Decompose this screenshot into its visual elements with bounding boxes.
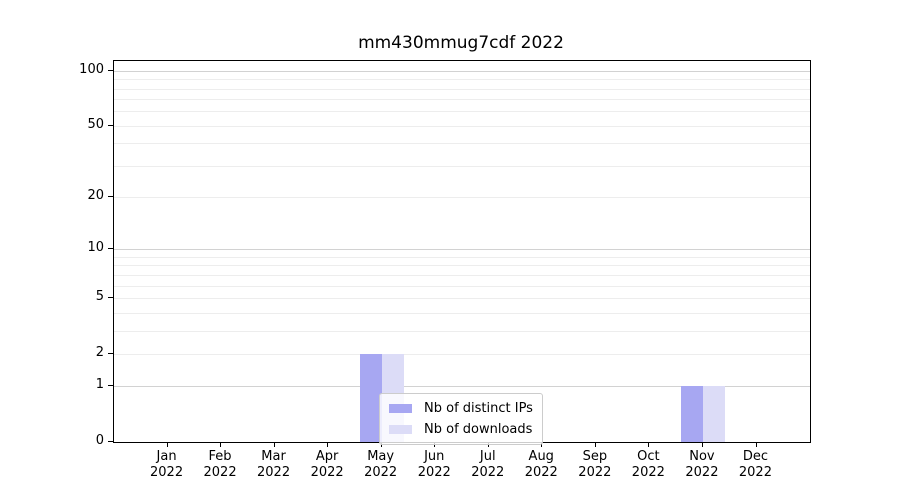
x-tick-label: Jul 2022: [471, 449, 505, 480]
legend-item-label: Nb of downloads: [424, 422, 533, 437]
y-tick-mark: [108, 124, 113, 126]
x-tick-mark: [273, 442, 275, 447]
y-tick-label: 10: [87, 240, 104, 256]
x-tick-label: May 2022: [364, 449, 398, 480]
gridline-minor: [114, 111, 810, 113]
y-tick-mark: [108, 296, 113, 298]
x-tick-mark: [220, 442, 222, 447]
x-tick-label: Mar 2022: [257, 449, 291, 480]
y-tick-mark: [108, 385, 113, 387]
y-tick-label: 2: [95, 344, 104, 360]
gridline-minor: [114, 79, 810, 81]
legend-item-label: Nb of distinct IPs: [424, 401, 533, 416]
y-tick-label: 5: [95, 288, 104, 304]
legend-swatch: [389, 425, 412, 434]
legend-item: Nb of downloads: [389, 420, 533, 439]
x-tick-label: Sep 2022: [578, 449, 612, 480]
gridline-minor: [114, 330, 810, 332]
gridline-minor: [114, 197, 810, 199]
gridline-minor: [114, 88, 810, 90]
plot-area: Nb of distinct IPs Nb of downloads: [113, 60, 811, 445]
gridline-minor: [114, 256, 810, 258]
x-tick-label: Nov 2022: [685, 449, 719, 480]
y-tick-mark: [108, 69, 113, 71]
gridline-minor: [114, 297, 810, 299]
y-tick-label: 0: [95, 433, 104, 448]
chart-title: mm430mmug7cdf 2022: [358, 33, 564, 53]
gridline-minor: [114, 165, 810, 167]
y-tick-label: 1: [95, 377, 104, 393]
bar-distinct-ips: [359, 353, 382, 442]
y-tick-mark: [108, 352, 113, 354]
gridline-minor: [114, 99, 810, 101]
x-tick-mark: [701, 442, 703, 447]
gridline-minor: [114, 125, 810, 127]
gridline-major: [114, 70, 810, 72]
y-tick-label: 50: [87, 116, 104, 132]
gridline-minor: [114, 312, 810, 314]
x-tick-mark: [166, 442, 168, 447]
bar-distinct-ips: [680, 386, 703, 442]
gridline-minor: [114, 265, 810, 267]
x-tick-label: Aug 2022: [524, 449, 558, 480]
gridline-minor: [114, 143, 810, 145]
gridline-minor: [114, 285, 810, 287]
x-tick-label: Jan 2022: [150, 449, 184, 480]
x-tick-label: Feb 2022: [203, 449, 237, 480]
x-tick-label: Apr 2022: [310, 449, 344, 480]
y-tick-label: 100: [79, 61, 104, 77]
legend-item: Nb of distinct IPs: [389, 399, 533, 418]
x-tick-label: Jun 2022: [417, 449, 451, 480]
gridline-minor: [114, 274, 810, 276]
x-tick-label: Oct 2022: [631, 449, 665, 480]
gridline-major: [114, 249, 810, 251]
x-tick-mark: [594, 442, 596, 447]
gridline-major: [114, 386, 810, 388]
bar-downloads: [702, 386, 725, 442]
legend-swatch: [389, 404, 412, 413]
x-tick-mark: [327, 442, 329, 447]
y-tick-mark: [108, 196, 113, 198]
y-tick-mark: [108, 441, 113, 442]
legend: Nb of distinct IPs Nb of downloads: [379, 393, 543, 445]
x-tick-mark: [541, 442, 543, 447]
x-tick-mark: [648, 442, 650, 447]
gridline-minor: [114, 353, 810, 355]
x-tick-mark: [755, 442, 757, 447]
y-tick-mark: [108, 248, 113, 250]
y-tick-label: 20: [87, 188, 104, 204]
x-tick-label: Dec 2022: [738, 449, 772, 480]
